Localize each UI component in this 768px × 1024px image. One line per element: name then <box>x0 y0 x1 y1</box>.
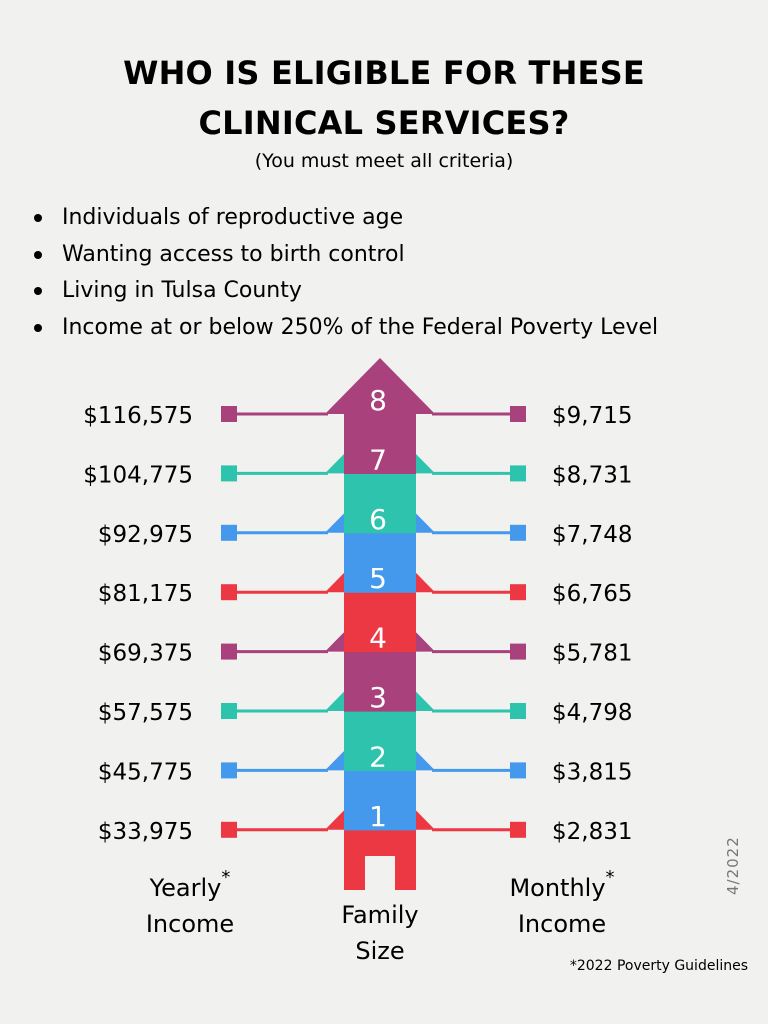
marker-square-right <box>510 821 526 838</box>
yearly-income-value: $57,575 <box>98 700 193 726</box>
marker-square-left <box>221 406 237 422</box>
title-line-2: CLINICAL SERVICES? <box>198 104 570 142</box>
marker-square-left <box>221 703 237 719</box>
criteria-text: Wanting access to birth control <box>62 241 405 267</box>
subtitle: (You must meet all criteria) <box>254 150 514 172</box>
family-size-number: 1 <box>369 800 387 833</box>
house-shape-8 <box>325 358 435 474</box>
family-size-number: 7 <box>369 443 387 476</box>
family-size-number: 5 <box>369 562 387 595</box>
monthly-income-value: $9,715 <box>552 403 632 429</box>
family-size-number: 2 <box>369 740 387 773</box>
monthly-income-value: $5,781 <box>552 641 632 667</box>
yearly-income-value: $33,975 <box>98 819 193 845</box>
marker-square-right <box>510 703 526 719</box>
family-caption-line2: Size <box>355 937 405 965</box>
marker-square-left <box>221 524 237 541</box>
family-size-number: 4 <box>369 622 387 655</box>
bullet-icon <box>34 214 42 222</box>
monthly-income-value: $7,748 <box>552 522 632 548</box>
criteria-item: Living in Tulsa County <box>34 273 658 310</box>
criteria-text: Income at or below 250% of the Federal P… <box>62 314 659 340</box>
marker-square-left <box>221 821 237 838</box>
monthly-income-value: $4,798 <box>552 700 632 726</box>
monthly-income-value: $6,765 <box>552 581 632 607</box>
monthly-caption-line2: Income <box>517 910 607 938</box>
bullet-icon <box>34 250 42 259</box>
criteria-list: Individuals of reproductive age Wanting … <box>34 200 658 346</box>
criteria-text: Individuals of reproductive age <box>62 205 404 230</box>
yearly-income-value: $116,575 <box>83 403 193 429</box>
monthly-income-value: $2,831 <box>552 819 632 845</box>
family-caption-line1: Family <box>341 901 419 929</box>
asterisk: * <box>605 867 615 888</box>
monthly-income-caption: Monthly* Income <box>482 864 642 942</box>
monthly-income-value: $8,731 <box>552 462 632 488</box>
marker-square-right <box>510 584 526 601</box>
marker-square-right <box>510 643 526 660</box>
monthly-income-value: $3,815 <box>552 759 632 785</box>
criteria-item: Wanting access to birth control <box>34 237 658 274</box>
marker-square-right <box>510 524 526 541</box>
bullet-icon <box>34 323 42 332</box>
family-size-caption: Family Size <box>310 897 450 969</box>
yearly-income-value: $45,775 <box>98 759 193 785</box>
yearly-income-value: $92,975 <box>98 522 193 548</box>
family-size-number: 6 <box>369 503 387 536</box>
yearly-caption-line1: Yearly <box>149 874 222 902</box>
monthly-caption-line1: Monthly <box>509 874 606 902</box>
marker-square-left <box>221 762 237 779</box>
date-note: 4/2022 <box>724 836 742 895</box>
yearly-income-caption: Yearly* Income <box>120 864 260 942</box>
family-size-number: 3 <box>369 681 387 714</box>
yearly-income-value: $81,175 <box>98 581 193 607</box>
yearly-income-value: $69,375 <box>98 641 193 667</box>
marker-square-left <box>221 643 237 660</box>
criteria-item: Individuals of reproductive age <box>34 200 658 237</box>
family-size-number: 8 <box>369 384 387 417</box>
title-line-1: WHO IS ELIGIBLE FOR THESE <box>123 54 645 92</box>
yearly-caption-line2: Income <box>145 910 235 938</box>
marker-square-right <box>510 762 526 779</box>
bullet-icon <box>34 287 42 295</box>
asterisk: * <box>221 867 231 888</box>
yearly-income-value: $104,775 <box>83 462 193 488</box>
footnote: *2022 Poverty Guidelines <box>569 958 748 974</box>
marker-square-left <box>221 584 237 601</box>
marker-square-left <box>221 465 237 482</box>
criteria-text: Living in Tulsa County <box>62 278 302 303</box>
criteria-item: Income at or below 250% of the Federal P… <box>34 310 658 347</box>
page-title: WHO IS ELIGIBLE FOR THESE CLINICAL SERVI… <box>0 48 768 148</box>
marker-square-right <box>510 465 526 482</box>
marker-square-right <box>510 406 526 422</box>
